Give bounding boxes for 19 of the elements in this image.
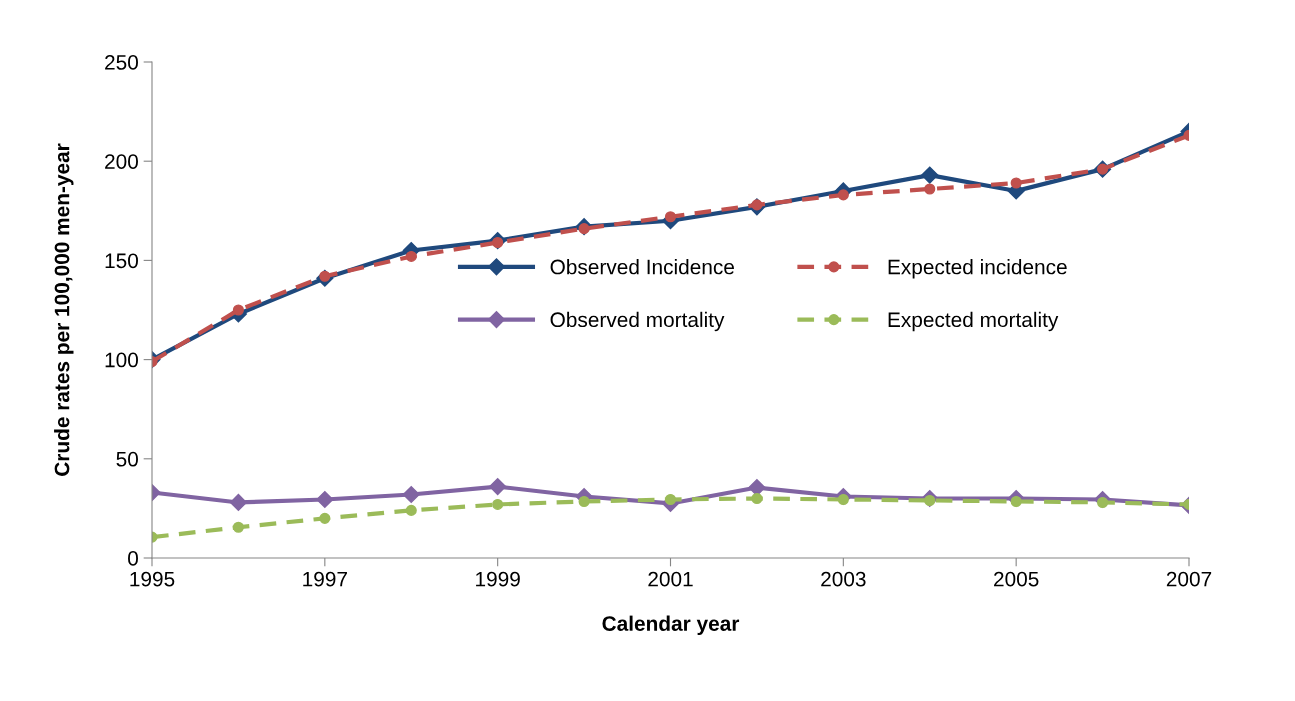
- x-tick-label: 2001: [648, 571, 693, 587]
- x-axis-title: Calendar year: [602, 615, 740, 636]
- x-tick-label: 1997: [303, 571, 347, 587]
- y-tick-label: 100: [105, 352, 138, 368]
- y-tick-label: 200: [105, 154, 138, 169]
- y-tick-label: 150: [105, 253, 138, 269]
- legend-label: Expected incidence: [888, 259, 1067, 279]
- x-tick-label: 1995: [130, 571, 175, 587]
- legend-label: Observed Incidence: [550, 259, 734, 275]
- y-tick-label: 250: [105, 55, 138, 70]
- y-tick-label: 0: [128, 551, 138, 566]
- x-tick-label: 2007: [1166, 571, 1212, 587]
- y-tick-label: 50: [116, 451, 138, 467]
- x-tick-label: 1999: [476, 571, 520, 587]
- y-axis-title: Crude rates per 100,000 men-year: [54, 143, 74, 476]
- x-tick-label: 2005: [994, 571, 1039, 587]
- x-tick-label: 2003: [821, 571, 866, 587]
- legend-label: Observed mortality: [550, 311, 725, 332]
- legend-label: Expected mortality: [888, 311, 1059, 332]
